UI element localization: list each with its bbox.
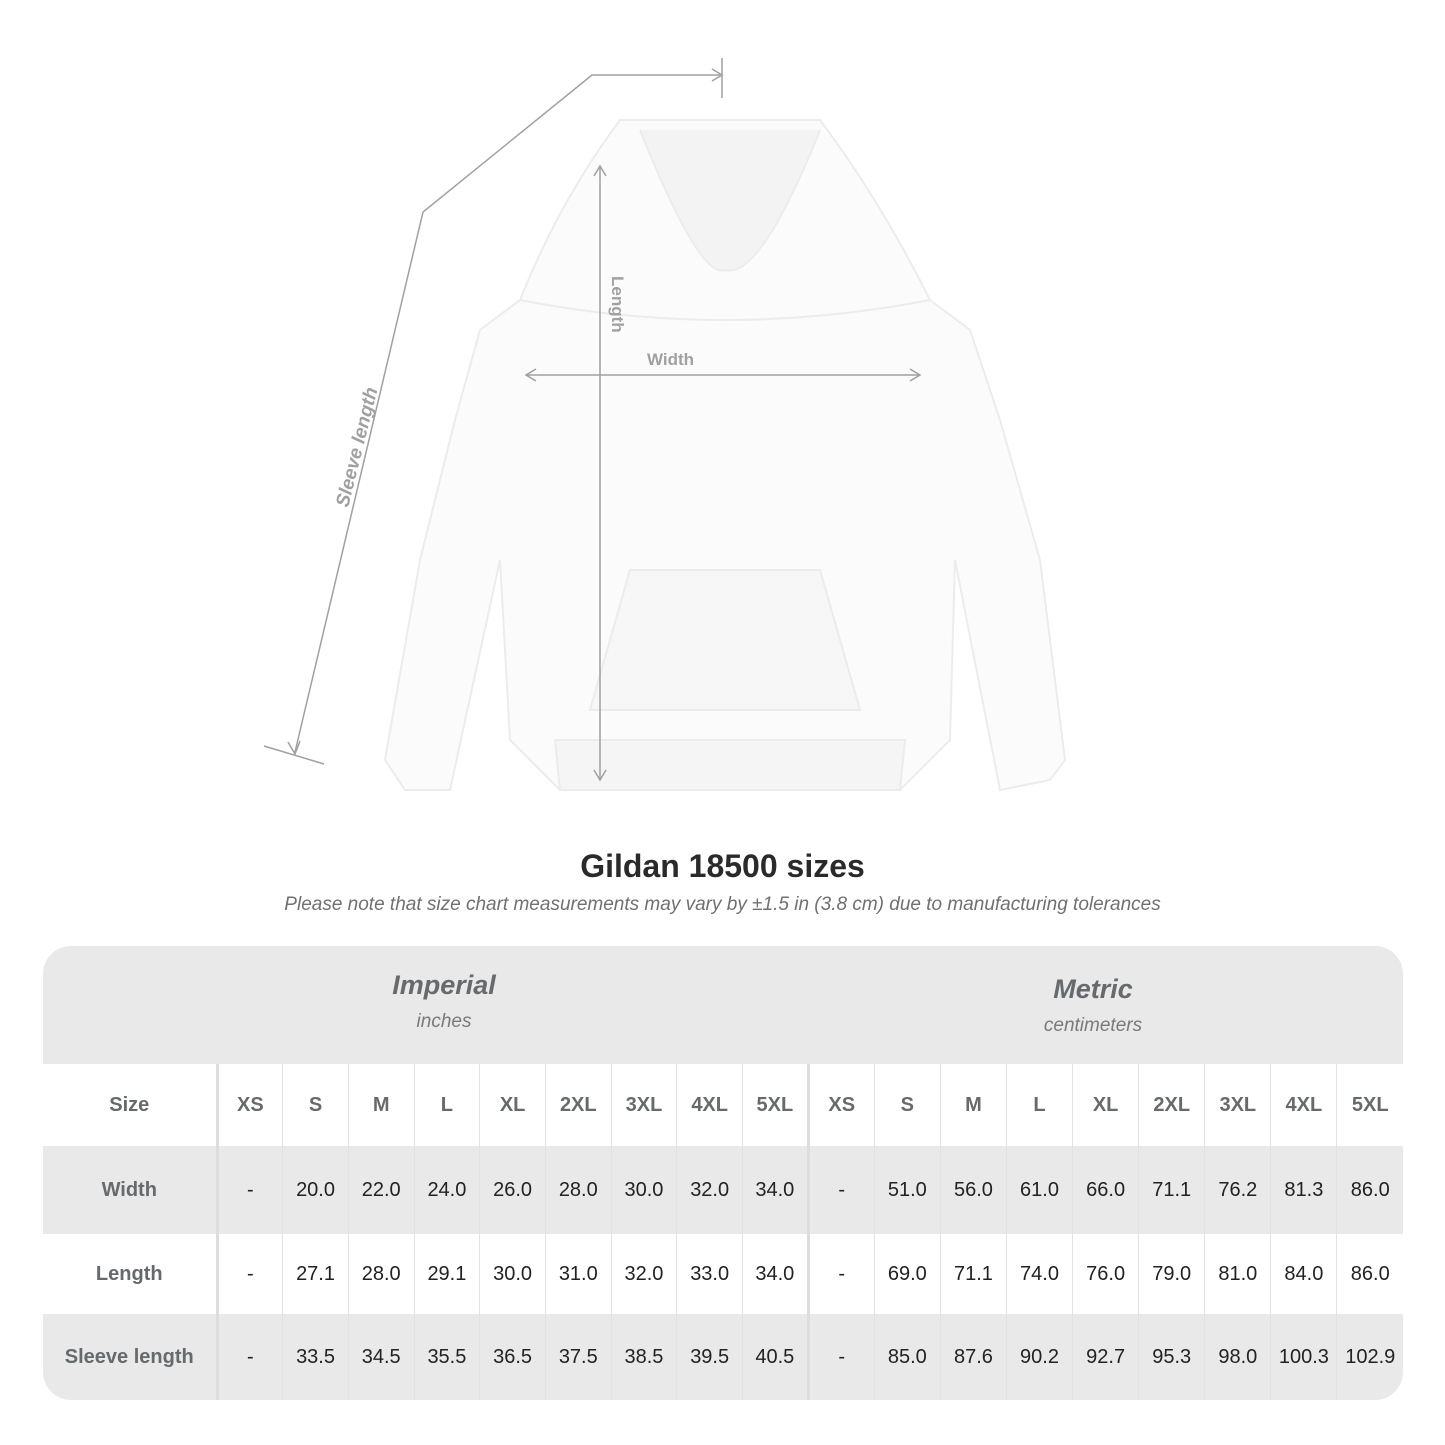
metric-size-header: 4XL <box>1270 1064 1337 1146</box>
metric-value: 81.0 <box>1204 1234 1271 1314</box>
imperial-header: Imperial inches <box>217 970 671 1033</box>
metric-value: 74.0 <box>1005 1234 1073 1314</box>
metric-value: 56.0 <box>939 1146 1007 1234</box>
imperial-value: 32.0 <box>676 1146 743 1234</box>
imperial-size-header: 5XL <box>742 1064 809 1146</box>
metric-unit: centimeters <box>1043 1015 1143 1036</box>
imperial-value: 27.1 <box>282 1234 349 1314</box>
table-row: Width -20.0 22.0 24.0 26.0 28.0 30.0 32.0 34.0-5… <box>43 1146 1403 1234</box>
metric-size-header: L <box>1005 1064 1073 1146</box>
imperial-size-header: 3XL <box>610 1064 677 1146</box>
imperial-size-header: M <box>347 1064 415 1146</box>
imperial-value: 20.0 <box>282 1146 349 1234</box>
metric-value: 85.0 <box>873 1314 941 1400</box>
imperial-value: - <box>216 1314 283 1400</box>
metric-value: 76.2 <box>1204 1146 1271 1234</box>
imperial-value: 28.0 <box>347 1234 415 1314</box>
imperial-size-header: S <box>282 1064 349 1146</box>
imperial-value: 24.0 <box>413 1146 480 1234</box>
imperial-value: 31.0 <box>544 1234 612 1314</box>
metric-value: 79.0 <box>1138 1234 1205 1314</box>
metric-size-header: XL <box>1072 1064 1139 1146</box>
imperial-value: 33.5 <box>282 1314 349 1400</box>
metric-value: 66.0 <box>1072 1146 1139 1234</box>
metric-value: 61.0 <box>1005 1146 1073 1234</box>
imperial-unit: inches <box>416 1011 472 1032</box>
imperial-value: 38.5 <box>610 1314 677 1400</box>
length-label: Length <box>608 276 627 333</box>
imperial-value: - <box>216 1234 283 1314</box>
metric-value: - <box>806 1314 875 1400</box>
row-label: Width <box>43 1146 219 1234</box>
metric-value: 81.3 <box>1270 1146 1337 1234</box>
size-row: Size XS S M L XL 2XL 3XL 4XL 5XL XS S M L XL 2XL 3XL 4XL 5… <box>43 1064 1403 1146</box>
size-table: Imperial inches Metric centimeters Size X… <box>43 946 1403 1400</box>
imperial-size-header: XS <box>216 1064 283 1146</box>
metric-value: 51.0 <box>873 1146 941 1234</box>
row-label: Sleeve length <box>43 1314 219 1400</box>
metric-value: 90.2 <box>1005 1314 1073 1400</box>
metric-value: 71.1 <box>939 1234 1007 1314</box>
imperial-value: 30.0 <box>610 1146 677 1234</box>
hoodie-illustration: Sleeve length Length Width <box>263 58 1067 792</box>
measure-lines <box>263 58 922 782</box>
table-row: Length -27.1 28.0 29.1 30.0 31.0 32.0 33.0 34.0-… <box>43 1234 1403 1314</box>
imperial-value: 29.1 <box>413 1234 480 1314</box>
imperial-value: 30.0 <box>479 1234 546 1314</box>
metric-size-header: S <box>873 1064 941 1146</box>
metric-size-header: XS <box>806 1064 875 1146</box>
metric-value: 98.0 <box>1204 1314 1271 1400</box>
table-row: Sleeve length -33.5 34.5 35.5 36.5 37.5 38.5 39… <box>43 1314 1403 1400</box>
metric-header: Metric centimeters <box>808 974 1378 1037</box>
imperial-value: - <box>216 1146 283 1234</box>
tolerance-note: Please note that size chart measurements… <box>284 894 1161 915</box>
metric-size-header: 3XL <box>1204 1064 1271 1146</box>
metric-size-header: M <box>939 1064 1007 1146</box>
table-header: Imperial inches Metric centimeters <box>43 946 1403 1064</box>
sleeve-label: Sleeve length <box>332 385 382 509</box>
imperial-value: 36.5 <box>479 1314 546 1400</box>
metric-value: - <box>806 1146 875 1234</box>
metric-value: 95.3 <box>1138 1314 1205 1400</box>
metric-value: 86.0 <box>1336 1146 1403 1234</box>
page-title: Gildan 18500 sizes <box>580 848 865 884</box>
imperial-value: 34.0 <box>742 1146 809 1234</box>
imperial-value: 37.5 <box>544 1314 612 1400</box>
row-label: Length <box>43 1234 219 1314</box>
imperial-value: 34.0 <box>742 1234 809 1314</box>
imperial-size-header: 4XL <box>676 1064 743 1146</box>
imperial-value: 33.0 <box>676 1234 743 1314</box>
imperial-value: 28.0 <box>544 1146 612 1234</box>
metric-size-header: 2XL <box>1138 1064 1205 1146</box>
metric-value: 102.9 <box>1336 1314 1403 1400</box>
metric-value: - <box>806 1234 875 1314</box>
size-label: Size <box>43 1064 219 1146</box>
imperial-size-header: 2XL <box>544 1064 612 1146</box>
width-label: Width <box>647 350 694 369</box>
imperial-size-header: L <box>413 1064 480 1146</box>
imperial-value: 35.5 <box>413 1314 480 1400</box>
imperial-value: 32.0 <box>610 1234 677 1314</box>
imperial-title: Imperial <box>392 970 496 1000</box>
metric-value: 86.0 <box>1336 1234 1403 1314</box>
size-grid: Size XS S M L XL 2XL 3XL 4XL 5XL XS S M L XL 2XL 3XL 4XL 5… <box>43 1064 1403 1400</box>
hoodie-image <box>383 119 1067 792</box>
metric-value: 87.6 <box>939 1314 1007 1400</box>
metric-title: Metric <box>1053 974 1133 1004</box>
metric-size-header: 5XL <box>1336 1064 1403 1146</box>
metric-value: 69.0 <box>873 1234 941 1314</box>
metric-value: 100.3 <box>1270 1314 1337 1400</box>
metric-value: 92.7 <box>1072 1314 1139 1400</box>
metric-value: 71.1 <box>1138 1146 1205 1234</box>
imperial-size-header: XL <box>479 1064 546 1146</box>
imperial-value: 26.0 <box>479 1146 546 1234</box>
imperial-value: 39.5 <box>676 1314 743 1400</box>
imperial-value: 34.5 <box>347 1314 415 1400</box>
imperial-value: 40.5 <box>742 1314 809 1400</box>
sleeve-line <box>294 74 720 753</box>
metric-value: 84.0 <box>1270 1234 1337 1314</box>
metric-value: 76.0 <box>1072 1234 1139 1314</box>
imperial-value: 22.0 <box>347 1146 415 1234</box>
